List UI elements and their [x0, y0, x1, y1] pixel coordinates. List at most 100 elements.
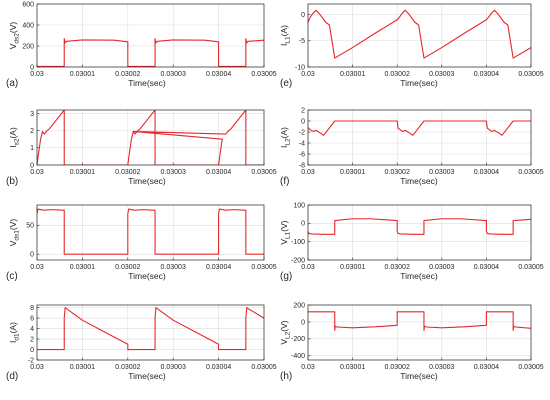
x-tick-label: 0.03003 [429, 71, 454, 78]
y-axis-label: IL2(A) [279, 127, 292, 148]
series-line [308, 9, 531, 59]
panel-label: (a) [6, 78, 18, 89]
y-tick-label: 1 [30, 145, 34, 152]
x-tick-label: 0.03004 [474, 264, 499, 271]
x-tick-label: 0.03 [301, 364, 315, 371]
y-tick-label: 600 [22, 1, 34, 8]
y-axis-label-symbol: V [8, 240, 18, 246]
panel-6: 0.03 0.03001 0.03002 0.03003 0.03004 0.03005 -… [279, 107, 544, 187]
x-tick-label: 0.03002 [385, 364, 410, 371]
y-tick-label: 6 [30, 315, 34, 322]
x-tick-label: 0.03 [30, 169, 44, 176]
y-axis-label: IL1(A) [279, 25, 292, 46]
y-tick-label: 8 [30, 305, 34, 312]
panel-8: 0.03 0.03001 0.03002 0.03003 0.03004 0.03005 -… [279, 302, 544, 382]
y-tick-label: 2 [30, 128, 34, 135]
y-tick-label: 0 [301, 221, 305, 228]
y-tick-label: -400 [291, 353, 305, 360]
y-tick-label: -5 [299, 38, 305, 45]
y-tick-label: -2 [299, 129, 305, 136]
panel-label: (e) [280, 78, 292, 89]
series-line [37, 208, 264, 255]
axes-frame [307, 304, 532, 361]
panel-label: (g) [280, 271, 292, 282]
x-tick-label: 0.03 [301, 264, 315, 271]
y-tick-label: -200 [291, 336, 305, 343]
x-tick-label: 0.03001 [340, 364, 365, 371]
x-axis-label: Time(sec) [128, 78, 166, 88]
y-axis-label-symbol: V [279, 339, 289, 345]
y-axis-label-unit: (A) [8, 127, 18, 139]
x-tick-label: 0.03001 [70, 364, 95, 371]
x-tick-label: 0.03005 [251, 364, 276, 371]
x-tick-label: 0.03004 [206, 264, 231, 271]
y-axis-label-subscript: d1 [14, 333, 21, 341]
y-tick-label: -4 [299, 140, 305, 147]
series-line [37, 307, 264, 351]
y-axis-label-unit: (A) [8, 322, 18, 334]
y-axis-label-symbol: V [279, 239, 289, 245]
x-tick-label: 0.03005 [518, 264, 543, 271]
y-tick-label: 2 [30, 336, 34, 343]
y-axis-label: Vds1(V) [8, 219, 21, 247]
y-tick-label: 0 [30, 64, 34, 71]
x-tick-label: 0.03 [30, 71, 44, 78]
panel-label: (b) [6, 176, 18, 187]
y-tick-label: 0 [301, 12, 305, 19]
x-tick-label: 0.03003 [161, 264, 186, 271]
x-tick-label: 0.03005 [518, 71, 543, 78]
x-axis-label: Time(sec) [400, 371, 438, 381]
y-tick-label: 3 [30, 111, 34, 118]
panel-label: (f) [280, 176, 289, 187]
x-tick-label: 0.03003 [161, 169, 186, 176]
y-axis-label-subscript: L2 [285, 138, 292, 146]
y-axis-label-unit: (V) [279, 320, 289, 332]
y-axis-label-symbol: I [8, 341, 18, 343]
y-tick-label: 200 [293, 302, 305, 309]
x-tick-label: 0.03005 [251, 264, 276, 271]
y-tick-label: 0 [301, 319, 305, 326]
axes-frame [307, 109, 532, 166]
y-axis-label: VL1(V) [279, 220, 292, 244]
panel-label: (c) [6, 271, 18, 282]
y-tick-label: -6 [299, 151, 305, 158]
panel-4: 0.03 0.03001 0.03002 0.03003 0.03004 0.03005 -… [6, 304, 277, 382]
panel-label: (d) [6, 371, 18, 382]
panel-label: (h) [280, 371, 292, 382]
y-tick-label: 50 [26, 223, 34, 230]
panel-7: 0.03 0.03001 0.03002 0.03003 0.03004 0.03005 -… [279, 202, 544, 282]
y-axis-label-subscript: L1 [285, 231, 292, 239]
x-tick-label: 0.03005 [518, 364, 543, 371]
y-axis-label-subscript: L1 [285, 36, 292, 44]
y-axis-label-unit: (A) [279, 25, 289, 37]
axes-frame [36, 304, 265, 361]
x-tick-label: 0.03004 [474, 71, 499, 78]
y-axis-label-symbol: I [8, 145, 18, 147]
y-tick-label: 200 [22, 43, 34, 50]
x-tick-label: 0.03002 [385, 264, 410, 271]
x-tick-label: 0.03005 [518, 169, 543, 176]
series-line [37, 110, 264, 165]
x-tick-label: 0.03001 [340, 71, 365, 78]
x-tick-label: 0.03 [301, 71, 315, 78]
panel-2: 0.03 0.03001 0.03002 0.03003 0.03004 0.03005 0… [6, 109, 277, 187]
axes-frame [36, 204, 265, 261]
x-tick-label: 0.03003 [161, 364, 186, 371]
x-tick-label: 0.03004 [206, 364, 231, 371]
y-tick-label: 0 [30, 162, 34, 169]
y-axis-label-symbol: V [8, 43, 18, 49]
x-axis-label: Time(sec) [128, 271, 166, 281]
x-tick-label: 0.03004 [206, 169, 231, 176]
x-axis-label: Time(sec) [400, 78, 438, 88]
y-tick-label: -8 [299, 162, 305, 169]
y-axis-label-subscript: L2 [285, 331, 292, 339]
y-tick-label: 4 [30, 326, 34, 333]
y-tick-label: 0 [30, 252, 34, 259]
x-axis-label: Time(sec) [128, 371, 166, 381]
x-tick-label: 0.03001 [70, 71, 95, 78]
y-axis-label-symbol: I [279, 44, 289, 46]
x-tick-label: 0.03002 [385, 71, 410, 78]
axes-frame [307, 3, 532, 68]
x-tick-label: 0.03002 [115, 364, 140, 371]
x-tick-label: 0.03004 [206, 71, 231, 78]
